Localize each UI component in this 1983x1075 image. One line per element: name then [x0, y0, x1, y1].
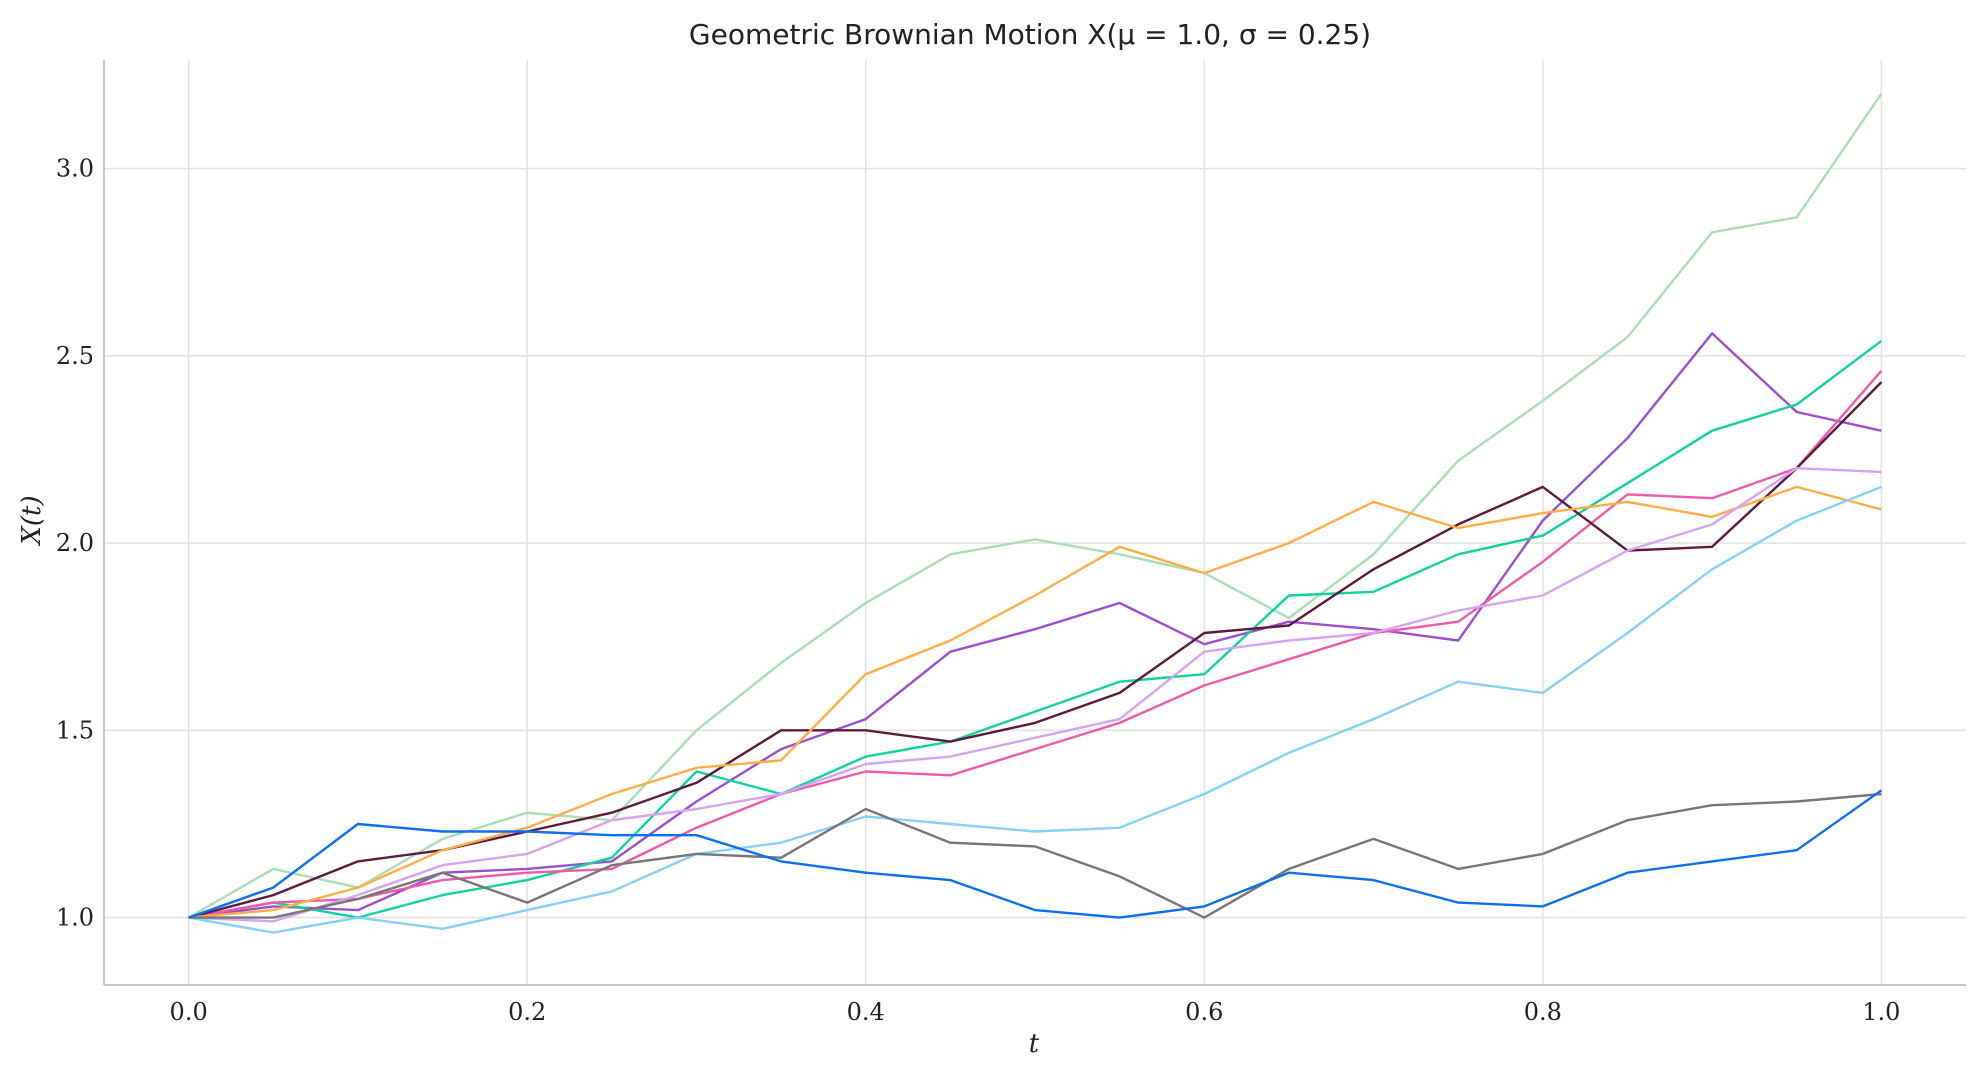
x-tick-label: 1.0 [1862, 998, 1900, 1026]
x-tick-label: 0.2 [508, 998, 546, 1026]
series-line-2 [188, 332, 1882, 919]
y-tick-label: 1.5 [56, 716, 94, 744]
x-tick-label: 0.6 [1185, 998, 1223, 1026]
x-tick-labels: 0.0 0.2 0.4 0.6 0.8 1.0 [170, 998, 1901, 1026]
series-line-1 [188, 93, 1883, 919]
series-line-3 [188, 339, 1883, 919]
series-line-4 [188, 370, 1883, 919]
series-line-10 [188, 789, 1883, 919]
y-axis-label: X(t) [17, 495, 47, 546]
x-tick-label: 0.0 [170, 998, 208, 1026]
series-line-7 [188, 467, 1882, 923]
x-tick-label: 0.4 [847, 998, 885, 1026]
series-line-5 [188, 381, 1883, 919]
x-tick-label: 0.8 [1524, 998, 1562, 1026]
y-tick-label: 2.5 [56, 342, 94, 370]
series-line-6 [188, 485, 1882, 919]
y-gridlines [104, 167, 1966, 919]
chart-title: Geometric Brownian Motion X(μ = 1.0, σ =… [689, 18, 1371, 51]
x-axis-label: t [1029, 1029, 1040, 1059]
y-tick-label: 2.0 [56, 529, 94, 557]
series-line-8 [188, 485, 1882, 934]
y-tick-labels: 1.0 1.5 2.0 2.5 3.0 [56, 155, 94, 932]
series-line-9 [188, 792, 1882, 919]
y-tick-label: 1.0 [56, 904, 94, 932]
series-group [188, 93, 1883, 934]
y-tick-label: 3.0 [56, 155, 94, 183]
